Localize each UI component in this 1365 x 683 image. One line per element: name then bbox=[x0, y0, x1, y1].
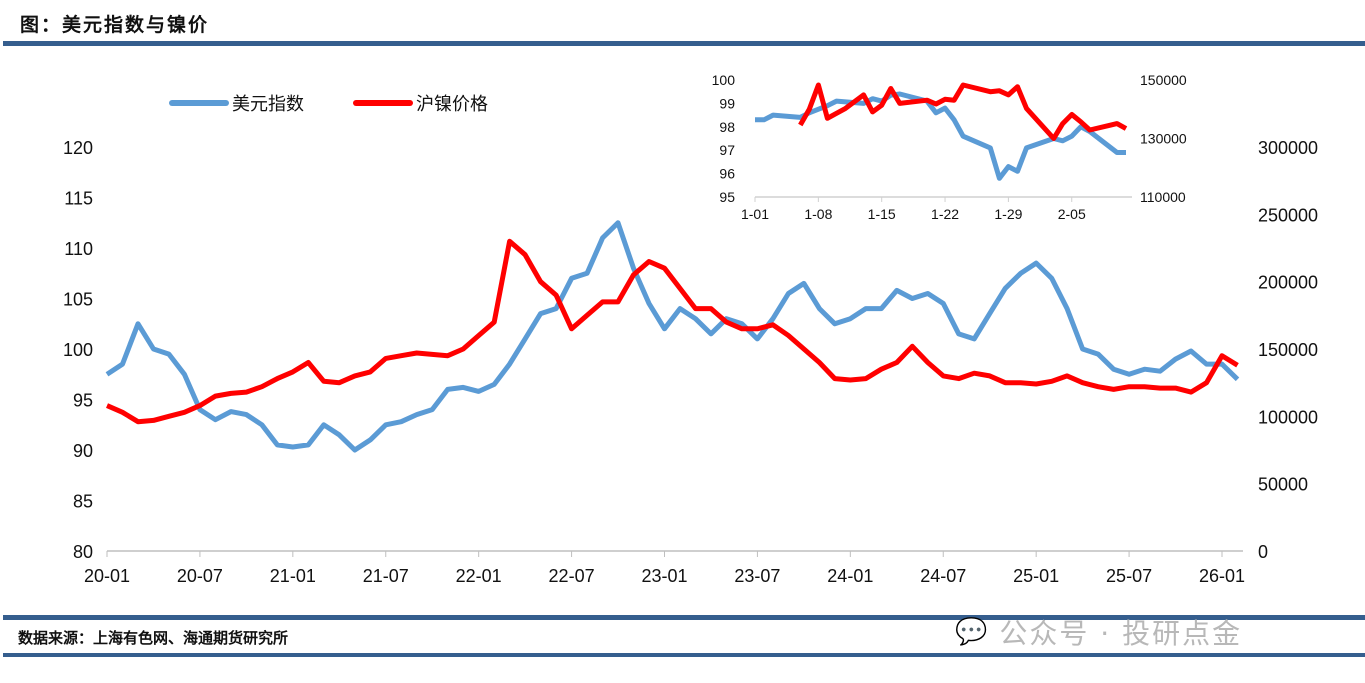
left-tick-label: 100 bbox=[63, 340, 93, 360]
x-tick-label: 20-01 bbox=[84, 566, 130, 586]
footer-divider-top bbox=[3, 615, 1365, 620]
right-tick-label: 250000 bbox=[1258, 205, 1318, 225]
x-tick-label: 26-01 bbox=[1199, 566, 1245, 586]
inset-left-tick-label: 100 bbox=[712, 72, 736, 88]
x-tick-label: 25-01 bbox=[1013, 566, 1059, 586]
x-tick-label: 23-01 bbox=[641, 566, 687, 586]
inset-x-tick-label: 1-15 bbox=[868, 206, 896, 222]
title-divider bbox=[3, 41, 1365, 46]
source-note: 数据来源：上海有色网、海通期货研究所 bbox=[18, 629, 289, 647]
left-tick-label: 110 bbox=[64, 239, 93, 259]
x-tick-label: 22-01 bbox=[456, 566, 502, 586]
right-tick-label: 300000 bbox=[1258, 138, 1318, 158]
series-line-nickel bbox=[106, 238, 1239, 425]
right-tick-label: 50000 bbox=[1258, 475, 1308, 495]
x-tick-label: 24-01 bbox=[827, 566, 873, 586]
series-line-dxy bbox=[105, 220, 1240, 453]
left-tick-label: 85 bbox=[73, 492, 93, 512]
left-tick-label: 95 bbox=[73, 391, 93, 411]
inset-right-tick-label: 130000 bbox=[1140, 131, 1187, 147]
inset-left-tick-label: 99 bbox=[719, 95, 735, 111]
x-tick-label: 24-07 bbox=[920, 566, 966, 586]
inset-x-tick-label: 2-05 bbox=[1058, 206, 1086, 222]
watermark: 💬 公众号 · 投研点金 bbox=[955, 612, 1242, 652]
left-tick-label: 105 bbox=[63, 290, 93, 310]
legend-label: 美元指数 bbox=[232, 94, 304, 114]
x-tick-label: 25-07 bbox=[1106, 566, 1152, 586]
inset-x-tick-label: 1-08 bbox=[804, 206, 832, 222]
inset-left-tick-label: 96 bbox=[719, 166, 735, 182]
right-tick-label: 150000 bbox=[1258, 340, 1318, 360]
left-tick-label: 80 bbox=[73, 542, 93, 562]
right-tick-label: 100000 bbox=[1258, 407, 1318, 427]
wechat-icon: 💬 bbox=[955, 617, 990, 647]
inset-left-tick-label: 98 bbox=[719, 119, 735, 135]
inset-left-tick-label: 97 bbox=[719, 142, 735, 158]
figure-title: 图：美元指数与镍价 bbox=[20, 14, 210, 36]
inset-x-tick-label: 1-01 bbox=[741, 206, 769, 222]
left-tick-label: 90 bbox=[73, 441, 93, 461]
inset-left-tick-label: 95 bbox=[719, 189, 735, 205]
watermark-text: 公众号 · 投研点金 bbox=[999, 617, 1243, 650]
inset-x-tick-label: 1-29 bbox=[994, 206, 1022, 222]
inset-series-line-dxy bbox=[755, 91, 1126, 181]
x-tick-label: 23-07 bbox=[734, 566, 780, 586]
legend-label: 沪镍价格 bbox=[416, 94, 488, 114]
inset-series-line-nickel bbox=[798, 82, 1128, 141]
inset-right-tick-label: 150000 bbox=[1140, 72, 1187, 88]
right-tick-label: 200000 bbox=[1258, 273, 1318, 293]
footer-divider-bottom bbox=[3, 653, 1365, 657]
x-tick-label: 20-07 bbox=[177, 566, 223, 586]
right-tick-label: 0 bbox=[1258, 542, 1268, 562]
x-tick-label: 21-01 bbox=[270, 566, 316, 586]
x-tick-label: 22-07 bbox=[549, 566, 595, 586]
inset-right-tick-label: 110000 bbox=[1140, 189, 1186, 205]
left-tick-label: 115 bbox=[64, 189, 93, 209]
inset-x-tick-label: 1-22 bbox=[931, 206, 959, 222]
left-tick-label: 120 bbox=[63, 138, 93, 158]
x-tick-label: 21-07 bbox=[363, 566, 409, 586]
